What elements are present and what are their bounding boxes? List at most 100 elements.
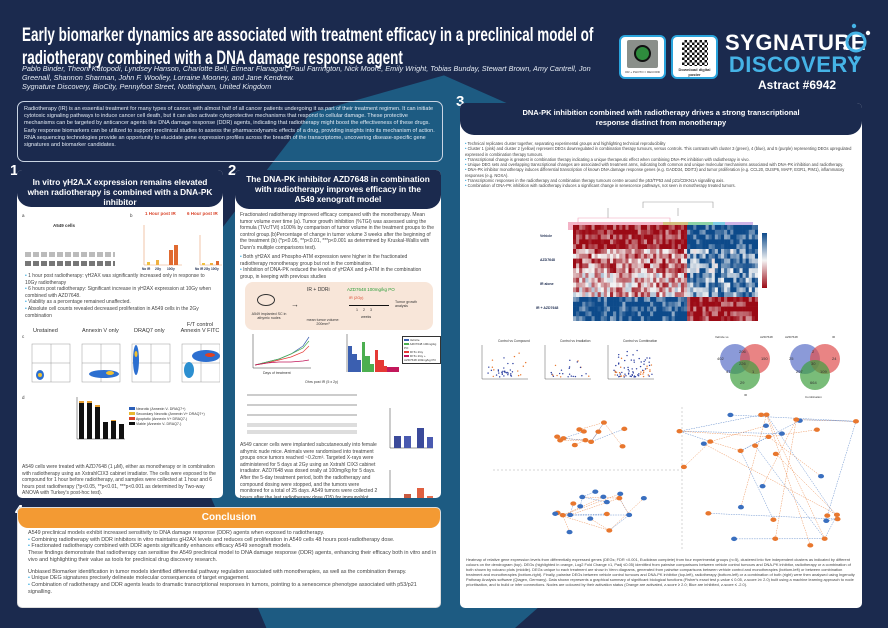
heatmap-cell (693, 297, 697, 303)
network-node (566, 529, 573, 535)
heatmap-cell (702, 253, 706, 259)
heatmap-cell (708, 253, 713, 259)
heatmap-cell (576, 306, 580, 312)
heatmap-cell (687, 249, 691, 255)
heatmap-cell (699, 244, 703, 250)
heatmap-cell (739, 253, 743, 259)
network-node (587, 516, 594, 521)
heatmap-cell (662, 263, 666, 269)
heatmap-cell (721, 311, 725, 317)
heatmap-cell (647, 225, 651, 231)
photo-badge[interactable]: OR + PHOTO = RECORD (619, 35, 666, 79)
heatmap-cell (622, 239, 626, 245)
heatmap-cell (582, 316, 586, 321)
heatmap-cell (730, 225, 734, 231)
heatmap-cell (711, 301, 716, 307)
heatmap-cell (582, 311, 586, 317)
network-edge (768, 429, 817, 437)
heatmap-cell (754, 258, 758, 264)
heatmap-cell (742, 229, 746, 235)
heatmap-cell (573, 316, 577, 321)
heatmap-cell (597, 282, 602, 288)
heatmap-cell (610, 292, 614, 298)
heatmap-cell (616, 277, 620, 283)
volcano-point (636, 349, 638, 352)
heatmap-cell (751, 234, 756, 240)
volcano-point (633, 359, 635, 361)
heatmap-cell (643, 249, 648, 255)
heatmap-cell (671, 249, 676, 255)
heatmap-cell (603, 263, 608, 269)
heatmap-cell (616, 225, 620, 231)
heatmap-cell (717, 306, 722, 312)
heatmap-cell (637, 234, 642, 240)
heatmap-cell (742, 253, 746, 259)
heatmap-cell (619, 273, 623, 279)
heatmap-cell (591, 253, 595, 259)
panel3-caption: Heatmap of relative gene expression leve… (466, 557, 855, 587)
heatmap-cell (600, 316, 605, 321)
tick: 1 (356, 308, 358, 312)
heatmap-cell (582, 229, 586, 235)
heatmap-cell (637, 263, 642, 269)
bar-group-label: 2Gy (204, 267, 211, 271)
heatmap-cell (576, 244, 580, 250)
heatmap-cell (754, 277, 758, 283)
heatmap-cell (705, 225, 709, 231)
heatmap-cell (619, 292, 623, 298)
heatmap-cell (754, 229, 758, 235)
heatmap-cell (705, 249, 709, 255)
heatmap-cell (631, 316, 635, 321)
heatmap-cell (671, 292, 676, 298)
volcano-point (507, 372, 509, 374)
heatmap-cell (739, 249, 743, 255)
heatmap-cell (622, 311, 626, 317)
heatmap-cell (699, 273, 703, 279)
heatmap-cell (677, 316, 682, 321)
heatmap-cell (606, 229, 611, 235)
heatmap-cell (656, 249, 660, 255)
volcano-point (632, 371, 634, 373)
heatmap-cell (677, 234, 682, 240)
heatmap-cell (579, 273, 583, 279)
heatmap-cell (693, 258, 697, 264)
heatmap-cell (705, 282, 709, 288)
tick: 2 (363, 308, 365, 312)
heatmap-cell (634, 229, 639, 235)
network-node (582, 438, 589, 443)
panel3-number: 3 (456, 93, 465, 110)
heatmap-cell (665, 263, 669, 269)
heatmap-cell (576, 311, 580, 317)
qr-badge[interactable]: Download digital poster (671, 35, 718, 79)
heatmap-cell (751, 297, 756, 303)
volcano-point (630, 359, 633, 361)
heatmap-cell (693, 268, 697, 274)
heatmap-cell (736, 239, 740, 245)
heatmap-cell (711, 273, 716, 279)
conclusion-body: A549 preclinical models exhibit increase… (28, 530, 438, 595)
heatmap-cell (582, 263, 586, 269)
heatmap-cell (659, 273, 663, 279)
heatmap-cell (730, 292, 734, 298)
heatmap-cell (597, 229, 602, 235)
heatmap-cell (721, 258, 725, 264)
heatmap-cell (680, 311, 685, 317)
heatmap-cell (748, 282, 753, 288)
heatmap-cell (650, 273, 654, 279)
heatmap-cell (625, 268, 629, 274)
volcano-point (512, 362, 514, 365)
network-node (676, 429, 683, 434)
heatmap-cell (600, 292, 605, 298)
heatmap-cell (653, 277, 657, 283)
heatmap-cell (702, 234, 706, 240)
heatmap-cell (742, 234, 746, 240)
heatmap-cell (600, 273, 605, 279)
heatmap-cell (696, 301, 700, 307)
heatmap-cell (616, 268, 620, 274)
heatmap-cell (622, 225, 626, 231)
heatmap-cell (717, 229, 722, 235)
heatmap-cell (588, 282, 592, 288)
heatmap-cell (742, 306, 746, 312)
heatmap-cell (733, 268, 737, 274)
heatmap-cell (739, 244, 743, 250)
